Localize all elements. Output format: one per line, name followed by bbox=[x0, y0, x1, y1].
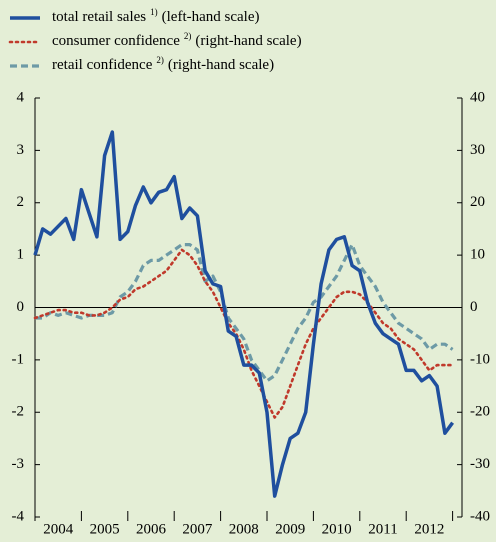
y-tick-label: 0 bbox=[17, 299, 25, 315]
y-tick-label: 1 bbox=[17, 247, 25, 263]
series-line bbox=[35, 243, 454, 383]
legend-name: total retail sales bbox=[52, 9, 146, 25]
x-tick-label: 2009 bbox=[275, 521, 305, 537]
legend-scale: (right-hand scale) bbox=[195, 33, 301, 49]
y-tick-label: -1 bbox=[12, 351, 25, 367]
legend-name: retail confidence bbox=[52, 57, 153, 73]
legend-entry: retail confidence 2) (right-hand scale) bbox=[52, 55, 274, 73]
y2-tick-label: -40 bbox=[470, 508, 490, 524]
y-tick-label: 3 bbox=[17, 142, 25, 158]
y2-tick-label: -30 bbox=[470, 456, 490, 472]
y2-tick-label: 0 bbox=[470, 299, 478, 315]
legend-entry: consumer confidence 2) (right-hand scale) bbox=[52, 31, 302, 49]
y2-tick-label: 20 bbox=[470, 194, 485, 210]
x-tick-label: 2005 bbox=[90, 521, 120, 537]
legend-name: consumer confidence bbox=[52, 33, 180, 49]
y2-tick-label: 30 bbox=[470, 142, 485, 158]
legend-scale: (left-hand scale) bbox=[162, 9, 260, 25]
legend-note: 2) bbox=[156, 55, 164, 65]
x-tick-label: 2011 bbox=[368, 521, 397, 537]
series-line bbox=[33, 248, 454, 419]
y2-tick-label: 10 bbox=[470, 247, 485, 263]
series-line bbox=[33, 130, 455, 498]
x-tick-label: 2012 bbox=[414, 521, 444, 537]
y-tick-label: 2 bbox=[17, 194, 25, 210]
y-tick-label: 4 bbox=[17, 89, 25, 105]
legend-scale: (right-hand scale) bbox=[168, 57, 274, 73]
x-tick-label: 2008 bbox=[229, 521, 259, 537]
x-tick-label: 2004 bbox=[43, 521, 74, 537]
y2-tick-label: -20 bbox=[470, 404, 490, 420]
y-tick-label: -4 bbox=[12, 508, 25, 524]
x-tick-label: 2007 bbox=[182, 521, 213, 537]
y-tick-label: -2 bbox=[12, 404, 25, 420]
legend-entry: total retail sales 1) (left-hand scale) bbox=[52, 7, 260, 25]
legend-note: 1) bbox=[150, 7, 158, 17]
y2-tick-label: -10 bbox=[470, 351, 490, 367]
y2-tick-label: 40 bbox=[470, 89, 485, 105]
x-tick-label: 2010 bbox=[322, 521, 352, 537]
y-tick-label: -3 bbox=[12, 456, 25, 472]
x-tick-label: 2006 bbox=[136, 521, 167, 537]
legend-note: 2) bbox=[184, 31, 192, 41]
